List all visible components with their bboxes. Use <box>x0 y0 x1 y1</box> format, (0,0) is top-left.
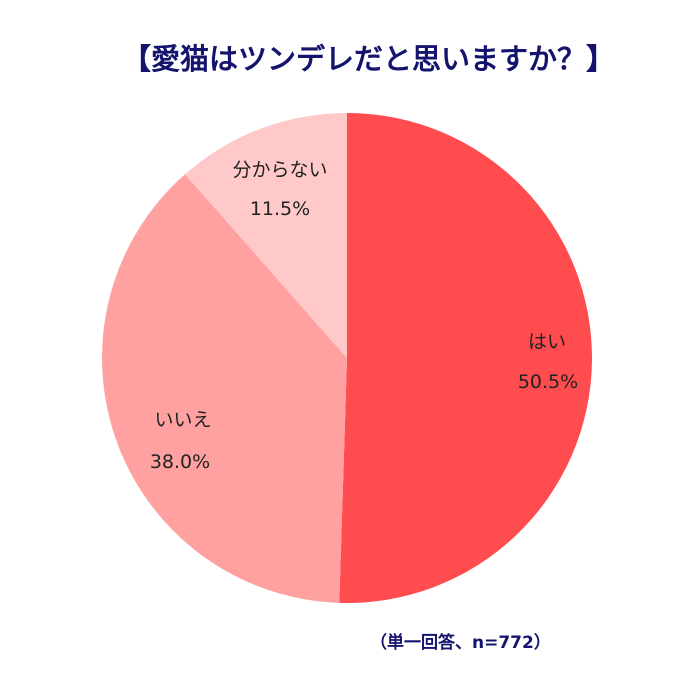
slice-yes <box>339 112 593 604</box>
slice-label-no: いいえ <box>154 409 212 431</box>
slice-value-no: 38.0% <box>149 451 211 473</box>
slice-label-yes: はい <box>527 331 566 353</box>
slice-label-dont-know: 分からない <box>232 159 328 181</box>
sample-note: （単一回答、n=772） <box>370 633 551 653</box>
slice-value-dont-know: 11.5% <box>249 198 311 220</box>
slice-no <box>102 174 347 603</box>
slice-value-yes: 50.5% <box>517 371 579 393</box>
chart-title: 【愛猫はツンデレだと思いますか？】 <box>122 42 616 76</box>
slice-dont-know <box>184 113 347 358</box>
